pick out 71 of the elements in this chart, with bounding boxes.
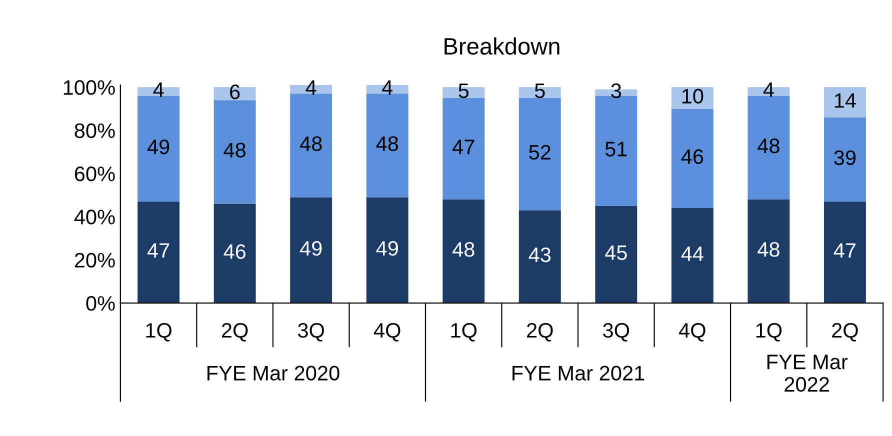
data-label: 46 xyxy=(681,149,704,164)
x-tick-label: 3Q xyxy=(603,323,630,342)
y-tick-label: 100% xyxy=(64,80,115,95)
x-tick-label: 2Q xyxy=(832,323,858,342)
data-label: 46 xyxy=(224,244,246,259)
bar xyxy=(824,202,866,304)
x-tick-label: 3Q xyxy=(298,323,324,342)
data-label: 48 xyxy=(376,136,398,152)
data-label: 49 xyxy=(147,140,170,154)
data-label: 43 xyxy=(528,247,551,262)
data-label: 52 xyxy=(529,144,550,160)
bar xyxy=(595,206,638,304)
bar xyxy=(214,204,256,304)
bar xyxy=(671,208,714,304)
data-label: 47 xyxy=(834,243,856,258)
bar xyxy=(442,199,485,304)
bar xyxy=(366,197,408,304)
data-label: 44 xyxy=(681,246,704,261)
bar xyxy=(671,108,714,208)
x-tick-label: 1Q xyxy=(756,323,782,342)
bar xyxy=(290,197,332,304)
x-tick-label: 2Q xyxy=(527,323,553,342)
bar xyxy=(518,98,561,210)
bar xyxy=(748,96,790,200)
x-tick-label: 4Q xyxy=(374,323,400,342)
data-label: 39 xyxy=(834,150,856,166)
bar xyxy=(138,96,180,202)
data-label: 3 xyxy=(611,83,622,98)
y-tick-label: 80% xyxy=(74,123,115,138)
data-label: 4 xyxy=(382,80,393,95)
data-label: 48 xyxy=(300,136,322,152)
data-label: 49 xyxy=(300,240,322,256)
text: FYE Mar 2022 xyxy=(767,354,848,392)
data-label: 4 xyxy=(763,82,774,97)
bar xyxy=(671,87,714,109)
bar xyxy=(138,202,180,304)
data-label: 4 xyxy=(306,80,316,95)
data-label: 14 xyxy=(834,93,856,108)
data-label: 47 xyxy=(452,140,474,154)
y-tick-label: 20% xyxy=(74,252,115,268)
data-label: 6 xyxy=(230,84,240,100)
x-tick-label: 1Q xyxy=(146,323,172,342)
data-label: 5 xyxy=(458,84,469,98)
x-tick-label: 2Q xyxy=(222,323,248,342)
y-tick-label: 0% xyxy=(86,296,115,311)
bar xyxy=(518,210,561,304)
bar xyxy=(366,94,408,198)
bar xyxy=(290,94,332,198)
data-label: 45 xyxy=(605,246,627,260)
bar xyxy=(442,98,485,200)
bar xyxy=(824,87,866,118)
data-label: 48 xyxy=(758,138,780,154)
data-label: 48 xyxy=(452,242,474,257)
data-label: 49 xyxy=(376,240,398,256)
bar xyxy=(824,117,866,202)
data-label: 51 xyxy=(605,142,627,156)
y-tick-label: 60% xyxy=(74,166,115,182)
bar xyxy=(214,100,256,204)
text: FYE Mar 2021 xyxy=(512,366,644,381)
data-label: 4 xyxy=(153,82,164,97)
data-label: 10 xyxy=(682,88,704,104)
x-tick-label: 4Q xyxy=(679,323,706,342)
data-label: 5 xyxy=(534,84,545,98)
bar xyxy=(748,199,790,304)
text: FYE Mar 2020 xyxy=(208,366,340,381)
x-tick-label: 1Q xyxy=(451,323,477,342)
y-tick-label: 40% xyxy=(74,210,115,224)
data-label: 48 xyxy=(224,142,246,158)
data-label: 48 xyxy=(758,242,780,257)
data-label: 47 xyxy=(147,243,170,258)
chart-title: Breakdown xyxy=(444,37,560,55)
